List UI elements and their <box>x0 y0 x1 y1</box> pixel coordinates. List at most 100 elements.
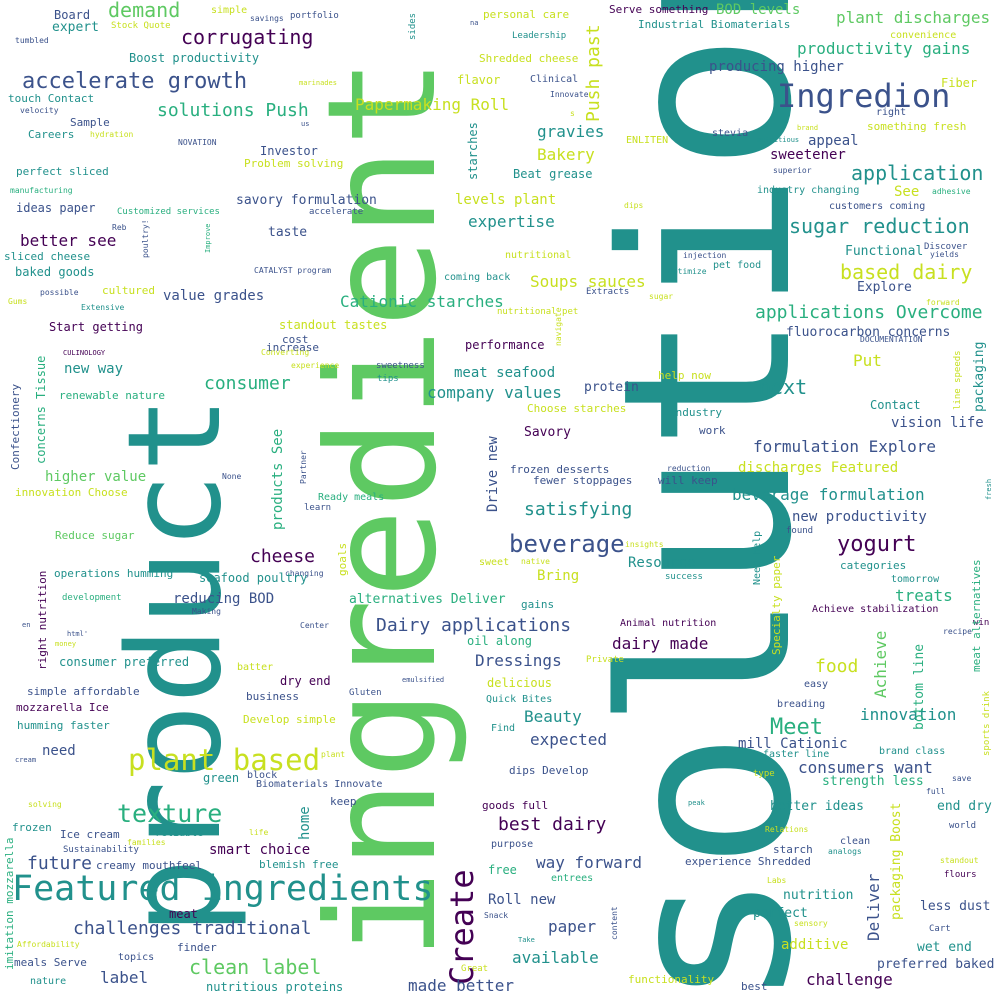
word: superior <box>773 166 812 175</box>
word: Discover <box>924 242 968 252</box>
word: nutrition <box>783 888 854 903</box>
word: breading <box>777 699 826 710</box>
word: reducing BOD <box>173 591 275 607</box>
word: CATALYST program <box>254 266 332 275</box>
word: imitation mozzarella <box>3 837 16 970</box>
word: way forward <box>536 853 642 872</box>
word: categories <box>840 559 907 572</box>
word: new productivity <box>792 509 927 525</box>
word: paper <box>548 917 597 936</box>
word: flours <box>944 870 977 880</box>
word: brand class <box>879 746 946 757</box>
word: Push past <box>583 24 604 122</box>
word: innovation Choose <box>15 486 128 499</box>
word: need <box>42 743 76 759</box>
word: content <box>610 906 619 940</box>
word: packaging <box>972 341 987 412</box>
word: manufacturing <box>10 186 73 195</box>
word: possible <box>40 288 79 297</box>
word: help now <box>658 369 711 382</box>
word: customers coming <box>829 201 926 212</box>
word: Problem solving <box>244 157 344 170</box>
word: consumer preferred <box>59 655 190 669</box>
word: sweet <box>479 557 510 568</box>
word: Drive new <box>485 436 501 512</box>
word: pet food <box>713 260 762 271</box>
word: texture <box>117 799 223 828</box>
word: block <box>247 770 278 781</box>
word: meat <box>169 907 198 921</box>
word: formulation Explore <box>753 437 937 456</box>
word: Choose starches <box>527 402 627 415</box>
word: industry <box>669 406 722 419</box>
word: challenges traditional <box>73 918 312 939</box>
word: right <box>876 107 907 118</box>
word: hydration <box>90 130 134 139</box>
word: gravies <box>537 122 605 141</box>
word: personal care <box>483 8 570 21</box>
word: Functional <box>845 244 924 259</box>
word: cultured <box>102 284 155 297</box>
word: made better <box>408 976 514 995</box>
word: sweetness <box>376 361 425 371</box>
word: portfolio <box>290 11 339 21</box>
word: None <box>222 472 242 481</box>
word: insights <box>625 540 664 549</box>
word: Bring <box>537 568 580 584</box>
word: will keep <box>658 474 718 487</box>
word: starch <box>773 843 813 856</box>
word: yogurt <box>837 532 917 557</box>
word: nutritious proteins <box>206 980 344 994</box>
word: less dust <box>920 899 991 914</box>
word: expertise <box>468 212 555 231</box>
word: consumers want <box>798 758 933 777</box>
word: Reduce sugar <box>55 529 135 542</box>
word: dairy made <box>612 634 709 653</box>
word: Roll new <box>488 892 556 908</box>
word: Center <box>300 621 329 630</box>
word: treats <box>895 586 953 605</box>
word: recipe <box>943 627 972 636</box>
word: savings <box>250 14 284 23</box>
word: See <box>894 184 920 200</box>
word: demand <box>108 0 181 22</box>
word: Put <box>853 351 882 370</box>
word: Making <box>192 607 221 616</box>
word: Find <box>491 723 516 734</box>
word: packaging Boost <box>889 802 904 920</box>
word: work <box>699 424 726 437</box>
word: Private <box>586 655 624 665</box>
word: fewer stoppages <box>533 474 633 487</box>
word: alternatives Deliver <box>349 592 506 607</box>
word: Sample <box>70 116 110 129</box>
word: sugar reduction <box>789 214 970 238</box>
word: fluorocarbon concerns <box>786 325 951 340</box>
word: touch Contact <box>8 92 95 105</box>
word: success <box>665 572 703 582</box>
word: sweetener <box>770 147 846 163</box>
word: seafood poultry <box>199 571 308 585</box>
word: navigate <box>554 307 563 346</box>
word: faster line <box>763 749 830 760</box>
word: Take <box>518 936 535 944</box>
word: higher value <box>45 469 147 485</box>
word: Specialty paper <box>770 555 783 655</box>
word: emulsified <box>402 676 445 684</box>
word: functionality <box>628 973 715 986</box>
word: innovation <box>860 705 957 724</box>
word: velocity <box>20 106 59 115</box>
word: based dairy <box>840 260 973 284</box>
word: Bakery <box>537 145 595 164</box>
word: BOD levels <box>716 2 801 18</box>
word: Cationic starches <box>340 292 504 311</box>
word: Stock Quote <box>111 21 171 31</box>
word: wet end <box>917 940 972 955</box>
word: Soups sauces <box>530 272 646 291</box>
word: concerns Tissue <box>34 355 48 464</box>
word: Savory <box>524 425 571 440</box>
word: expert <box>52 20 99 35</box>
word: entrees <box>551 873 594 884</box>
word: savory formulation <box>236 193 377 208</box>
word: na <box>470 19 479 27</box>
word: Cart <box>929 924 951 934</box>
